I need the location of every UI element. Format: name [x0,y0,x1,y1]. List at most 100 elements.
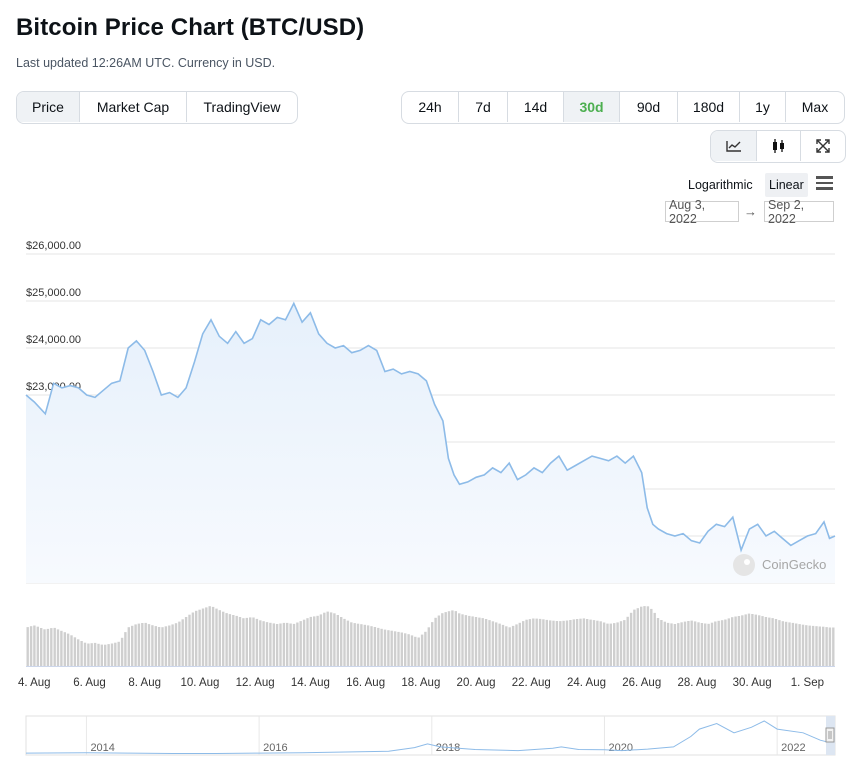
volume-bar [286,622,289,666]
volume-bar [363,624,366,666]
volume-bar [744,614,747,666]
tab-price[interactable]: Price [17,92,80,122]
volume-bar [801,624,805,666]
volume-bar [724,619,727,666]
fullscreen-icon[interactable] [801,131,845,161]
range-24h[interactable]: 24h [402,92,459,122]
chart-mode-selector [710,130,846,163]
volume-bar [53,627,56,666]
volume-bar [306,618,309,666]
volume-bar [205,607,208,666]
volume-bar [127,627,130,666]
volume-bar [650,608,653,666]
hamburger-menu-icon[interactable] [816,176,833,190]
volume-bar [545,619,548,666]
line-chart-icon[interactable] [711,131,757,161]
volume-bar [168,625,171,666]
volume-bar [29,626,33,666]
volume-bar [768,617,771,666]
logarithmic-scale-button[interactable]: Logarithmic [688,178,753,192]
volume-bar [602,622,606,666]
y-tick-label: $23,000.00 [26,381,81,393]
volume-bar [491,621,495,666]
x-tick-label: 10. Aug [180,677,219,689]
volume-bar [211,606,215,666]
volume-bar [818,626,821,666]
volume-bar [235,615,238,666]
navigator-handle[interactable] [825,727,835,743]
volume-bar [208,606,211,666]
volume-bar [323,612,326,666]
volume-bar [181,619,184,666]
volume-bar [329,612,333,666]
volume-bar [501,624,505,666]
volume-bar [50,628,53,666]
volume-bar [488,620,491,666]
volume-bar [683,621,687,666]
volume-bar [424,631,427,666]
candlestick-icon[interactable] [757,131,801,161]
volume-bar [811,625,815,666]
volume-bar [46,628,50,666]
volume-bar [87,643,90,666]
date-to-input[interactable]: Sep 2, 2022 [764,198,834,226]
volume-bar [77,639,80,666]
range-14d[interactable]: 14d [508,92,564,122]
volume-bar [798,624,801,666]
volume-bar [400,632,403,666]
volume-bar [437,615,441,666]
tab-tradingview[interactable]: TradingView [203,99,281,115]
volume-bar [157,627,161,666]
volume-bar [656,618,660,666]
range-7d[interactable]: 7d [459,92,508,122]
volume-bar [302,619,306,666]
date-from-input[interactable]: Aug 3, 2022 [665,198,739,226]
volume-bar [93,642,97,666]
volume-bar [451,610,454,666]
volume-bar [319,614,323,666]
volume-bar [690,620,693,666]
volume-bar [117,641,120,666]
volume-bar [586,619,589,666]
volume-bar [131,625,134,666]
volume-bar [697,622,700,666]
volume-bar [299,621,302,666]
volume-bar [778,620,781,666]
volume-bar [633,609,636,666]
volume-bar [538,618,542,666]
volume-bar [619,621,623,666]
volume-bar [201,608,205,666]
volume-bar [238,617,242,666]
volume-bar [340,617,343,666]
linear-scale-button[interactable]: Linear [765,173,808,197]
volume-bar [73,637,77,666]
range-180d[interactable]: 180d [678,92,740,122]
volume-bar [791,622,795,666]
volume-bar [441,613,444,666]
volume-bar [43,629,46,666]
volume-bar [670,623,673,666]
volume-bar [336,615,339,666]
volume-bar [693,621,697,666]
volume-bar [720,620,724,666]
range-90d[interactable]: 90d [620,92,678,122]
volume-bar [161,627,164,666]
volume-bar [198,609,201,666]
volume-bar [383,629,387,666]
volume-bar [326,611,329,666]
volume-bar [673,624,677,666]
volume-bar [592,620,596,666]
volume-bar [249,617,252,666]
tab-market-cap[interactable]: Market Cap [80,92,187,122]
volume-bar [114,642,117,666]
range-30d[interactable]: 30d [564,92,620,122]
volume-bar [296,622,299,666]
range-max[interactable]: Max [801,99,829,115]
volume-bar [515,624,518,666]
volume-bar [535,618,538,666]
volume-bar [454,611,457,666]
range-1y[interactable]: 1y [740,92,786,122]
volume-bar [532,618,535,666]
time-range-selector: 24h 7d 14d 30d 90d 180d 1y Max [401,91,845,124]
y-tick-label: $19,000.00 [26,569,81,581]
